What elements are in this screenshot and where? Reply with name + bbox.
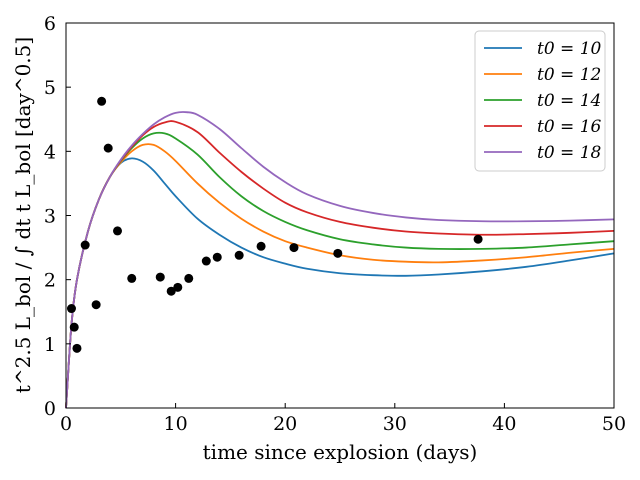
x-tick-label: 30 xyxy=(383,413,407,435)
data-point xyxy=(289,243,299,253)
data-point xyxy=(80,240,90,250)
x-axis-label: time since explosion (days) xyxy=(203,440,478,464)
x-tick-label: 0 xyxy=(60,413,72,435)
y-tick-label: 1 xyxy=(44,334,56,356)
observed-points xyxy=(66,96,483,353)
data-point xyxy=(97,96,107,106)
x-tick-label: 40 xyxy=(492,413,516,435)
data-point xyxy=(333,248,343,258)
data-point xyxy=(166,286,176,296)
data-point xyxy=(69,322,79,332)
model-curves xyxy=(65,111,615,409)
data-point xyxy=(473,234,483,244)
x-tick-label: 10 xyxy=(164,413,188,435)
y-tick-label: 4 xyxy=(44,141,56,163)
legend: t0 = 10 t0 = 12 t0 = 14 t0 = 16 t0 = 18 xyxy=(474,30,606,172)
data-point xyxy=(212,252,222,262)
y-tick-label: 3 xyxy=(44,206,56,228)
x-axis-ticks: 0 10 20 30 40 50 xyxy=(60,403,626,435)
data-point xyxy=(155,272,165,282)
y-axis-ticks: 0 1 2 3 4 5 6 xyxy=(44,13,71,420)
legend-label-1: t0 = 12 xyxy=(537,65,601,85)
data-point xyxy=(72,343,82,353)
data-point xyxy=(234,250,244,260)
data-point xyxy=(173,282,183,292)
y-axis-label: t^2.5 L_bol / ∫ dt t L_bol [day^0.5] xyxy=(11,37,35,393)
legend-label-0: t0 = 10 xyxy=(537,39,602,59)
x-tick-label: 20 xyxy=(273,413,297,435)
series-line-2 xyxy=(65,131,615,409)
series-line-1 xyxy=(65,143,615,409)
legend-label-3: t0 = 16 xyxy=(537,117,602,137)
series-line-0 xyxy=(65,157,615,409)
legend-label-4: t0 = 18 xyxy=(537,143,602,163)
data-point xyxy=(201,256,211,266)
series-line-4 xyxy=(65,111,615,409)
data-point xyxy=(184,273,194,283)
data-point xyxy=(127,273,137,283)
data-point xyxy=(91,300,101,310)
data-point xyxy=(113,226,123,236)
y-tick-label: 6 xyxy=(44,13,56,35)
y-tick-label: 0 xyxy=(44,398,56,420)
y-tick-label: 2 xyxy=(44,270,56,292)
legend-label-2: t0 = 14 xyxy=(537,91,601,111)
data-point xyxy=(256,241,266,251)
y-tick-label: 5 xyxy=(44,77,56,99)
data-point xyxy=(103,143,113,153)
data-point xyxy=(66,304,76,314)
legend-box xyxy=(474,30,606,172)
x-tick-label: 50 xyxy=(602,413,626,435)
